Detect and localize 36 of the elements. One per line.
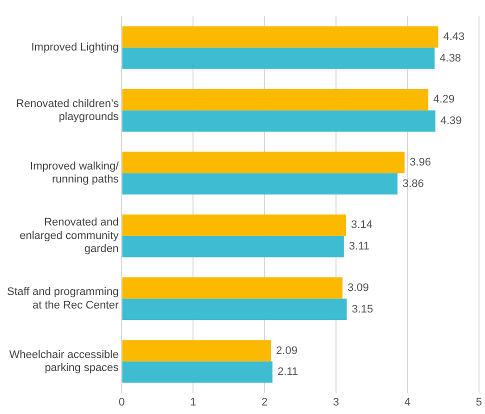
bar — [122, 173, 398, 194]
x-tick-label: 1 — [190, 396, 196, 408]
x-tick-label: 4 — [404, 396, 411, 408]
bar — [122, 298, 347, 320]
data-label: 2.11 — [277, 366, 298, 378]
data-label: 4.39 — [440, 115, 462, 128]
data-label: 3.14 — [351, 219, 372, 232]
data-label: 3.96 — [410, 156, 432, 168]
x-tick-label: 3 — [332, 396, 340, 408]
x-tick-label: 0 — [118, 396, 125, 408]
y-tick-label: Renovated and enlarged community garden — [20, 216, 120, 256]
bar — [122, 110, 436, 132]
y-tick-label: Renovated children’s playgrounds — [16, 98, 120, 123]
data-label: 4.29 — [433, 94, 455, 106]
x-tick-label: 5 — [476, 396, 482, 408]
bar — [122, 340, 272, 362]
bar — [122, 214, 346, 236]
bar — [122, 152, 405, 174]
y-tick-label: Improved Lighting — [31, 42, 119, 54]
bar — [122, 48, 435, 69]
data-label: 4.38 — [440, 52, 462, 64]
data-label: 4.43 — [443, 30, 465, 43]
bar — [122, 26, 438, 48]
data-label: 3.15 — [352, 303, 374, 316]
data-label: 3.86 — [402, 178, 424, 190]
bar — [122, 361, 272, 383]
data-label: 2.09 — [276, 344, 298, 357]
bar — [122, 277, 342, 299]
y-tick-label: Improved walking/ running paths — [30, 160, 120, 186]
y-tick-label: Staff and programming at the Rec Center — [6, 286, 120, 312]
bar — [122, 89, 428, 110]
data-label: 3.09 — [347, 282, 369, 294]
x-tick-label: 2 — [262, 396, 268, 408]
bar — [122, 236, 344, 258]
data-label: 3.11 — [348, 240, 370, 253]
y-tick-label: Wheelchair accessible parking spaces — [9, 348, 120, 374]
